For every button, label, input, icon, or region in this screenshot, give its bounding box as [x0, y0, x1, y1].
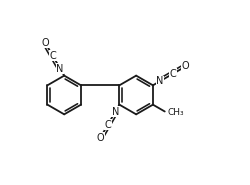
- Text: C: C: [104, 120, 111, 130]
- Text: N: N: [156, 76, 164, 86]
- Text: N: N: [56, 63, 64, 73]
- Text: N: N: [112, 107, 119, 117]
- Text: C: C: [49, 51, 56, 61]
- Text: C: C: [170, 69, 176, 79]
- Text: O: O: [42, 38, 49, 48]
- Text: CH₃: CH₃: [167, 108, 184, 117]
- Text: O: O: [182, 61, 190, 71]
- Text: O: O: [96, 132, 104, 142]
